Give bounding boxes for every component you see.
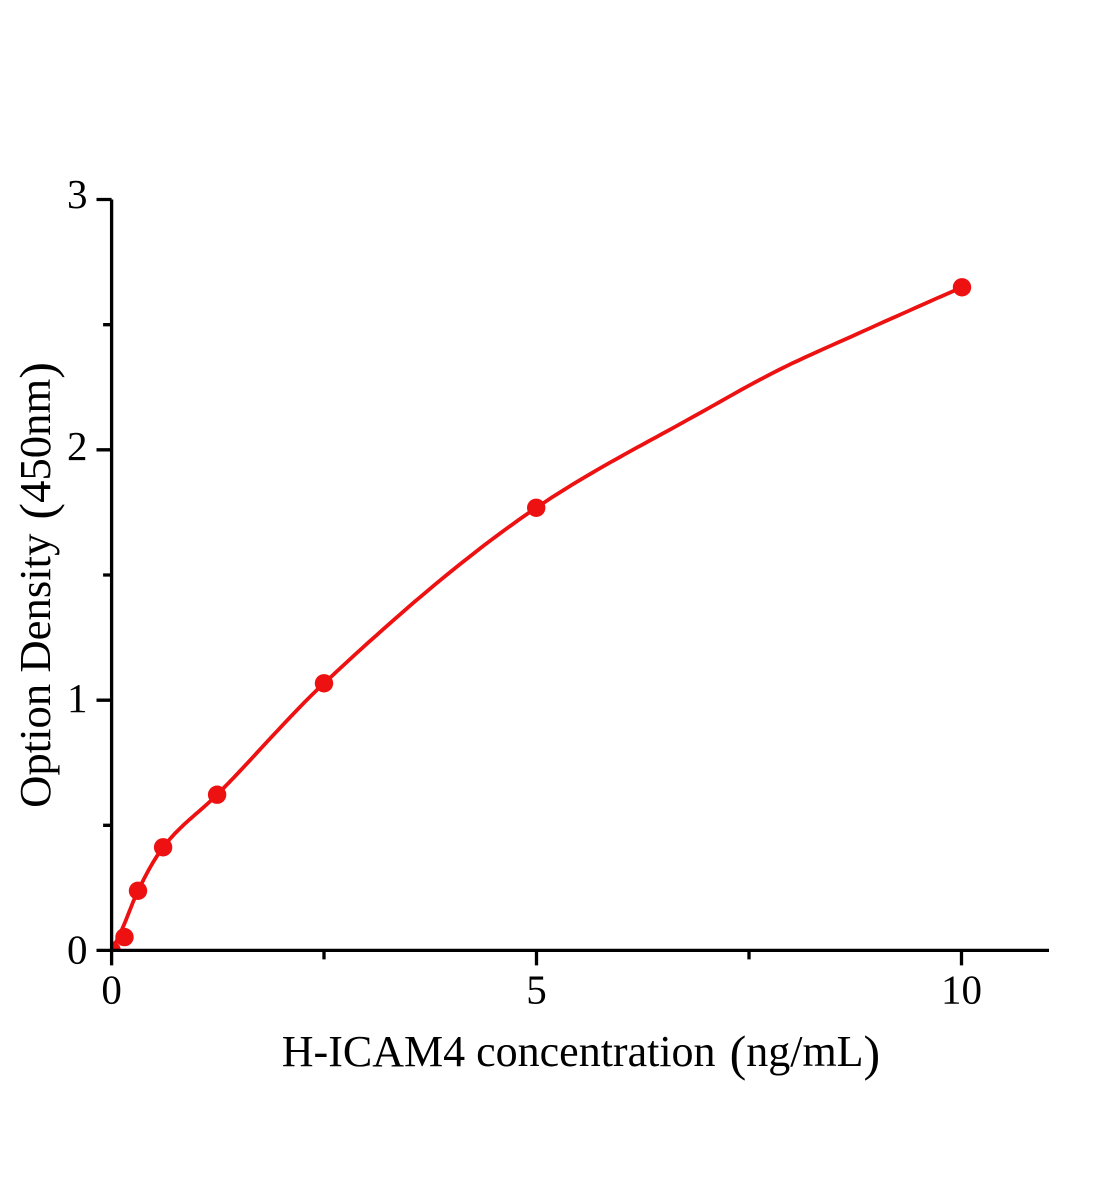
svg-text:2: 2 — [67, 423, 88, 469]
svg-text:0: 0 — [67, 926, 88, 972]
svg-text:5: 5 — [526, 967, 547, 1013]
svg-text:1: 1 — [67, 675, 88, 721]
svg-text:3: 3 — [67, 171, 88, 217]
svg-text:0: 0 — [101, 967, 122, 1013]
svg-text:H-ICAM4 concentration(ng/mL): H-ICAM4 concentration (ng/mL) — [282, 1025, 880, 1081]
svg-text:Option Density(450nm): Option Density(450nm) — [9, 362, 65, 808]
svg-text:10: 10 — [941, 967, 982, 1013]
